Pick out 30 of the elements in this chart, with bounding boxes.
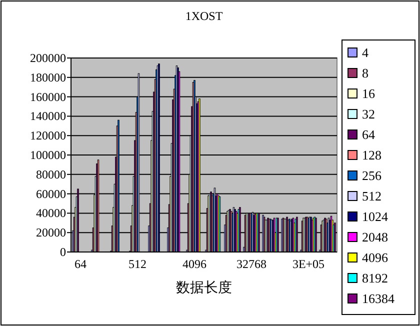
- y-tick-label: 120000: [30, 128, 66, 143]
- x-tick-label: 32768: [236, 257, 266, 271]
- y-tick-label: 80000: [36, 167, 66, 182]
- legend-label: 16: [362, 86, 376, 101]
- legend-label: 8192: [362, 270, 388, 286]
- chart-title: 1XOST: [185, 9, 224, 23]
- x-tick-label: 3E+05: [292, 257, 325, 271]
- x-tick-label: 64: [74, 257, 86, 271]
- legend-label: 256: [362, 168, 382, 183]
- legend-label: 128: [362, 148, 382, 162]
- y-tick-label: 140000: [30, 109, 66, 124]
- legend-label: 1024: [362, 209, 388, 224]
- x-tick-label: 512: [128, 257, 146, 271]
- x-axis-title: 数据长度: [176, 280, 232, 296]
- legend-label: 512: [362, 188, 382, 204]
- y-tick-label: 200000: [30, 51, 66, 65]
- legend-label: 4: [362, 45, 369, 60]
- y-tick-label: 20000: [36, 226, 66, 240]
- y-tick-label: 100000: [30, 148, 66, 162]
- y-tick-label: 160000: [30, 90, 66, 104]
- legend-label: 8: [362, 66, 368, 80]
- x-tick-label: 4096: [182, 257, 206, 271]
- y-tick-label: 40000: [36, 206, 66, 220]
- legend-label: 2048: [362, 230, 388, 244]
- legend-label: 64: [362, 127, 376, 142]
- y-tick-label: 60000: [36, 186, 66, 201]
- legend-label: 16384: [362, 291, 395, 306]
- y-tick-label: 180000: [30, 70, 66, 84]
- y-tick-label: 0: [60, 245, 66, 259]
- legend-label: 32: [362, 106, 375, 122]
